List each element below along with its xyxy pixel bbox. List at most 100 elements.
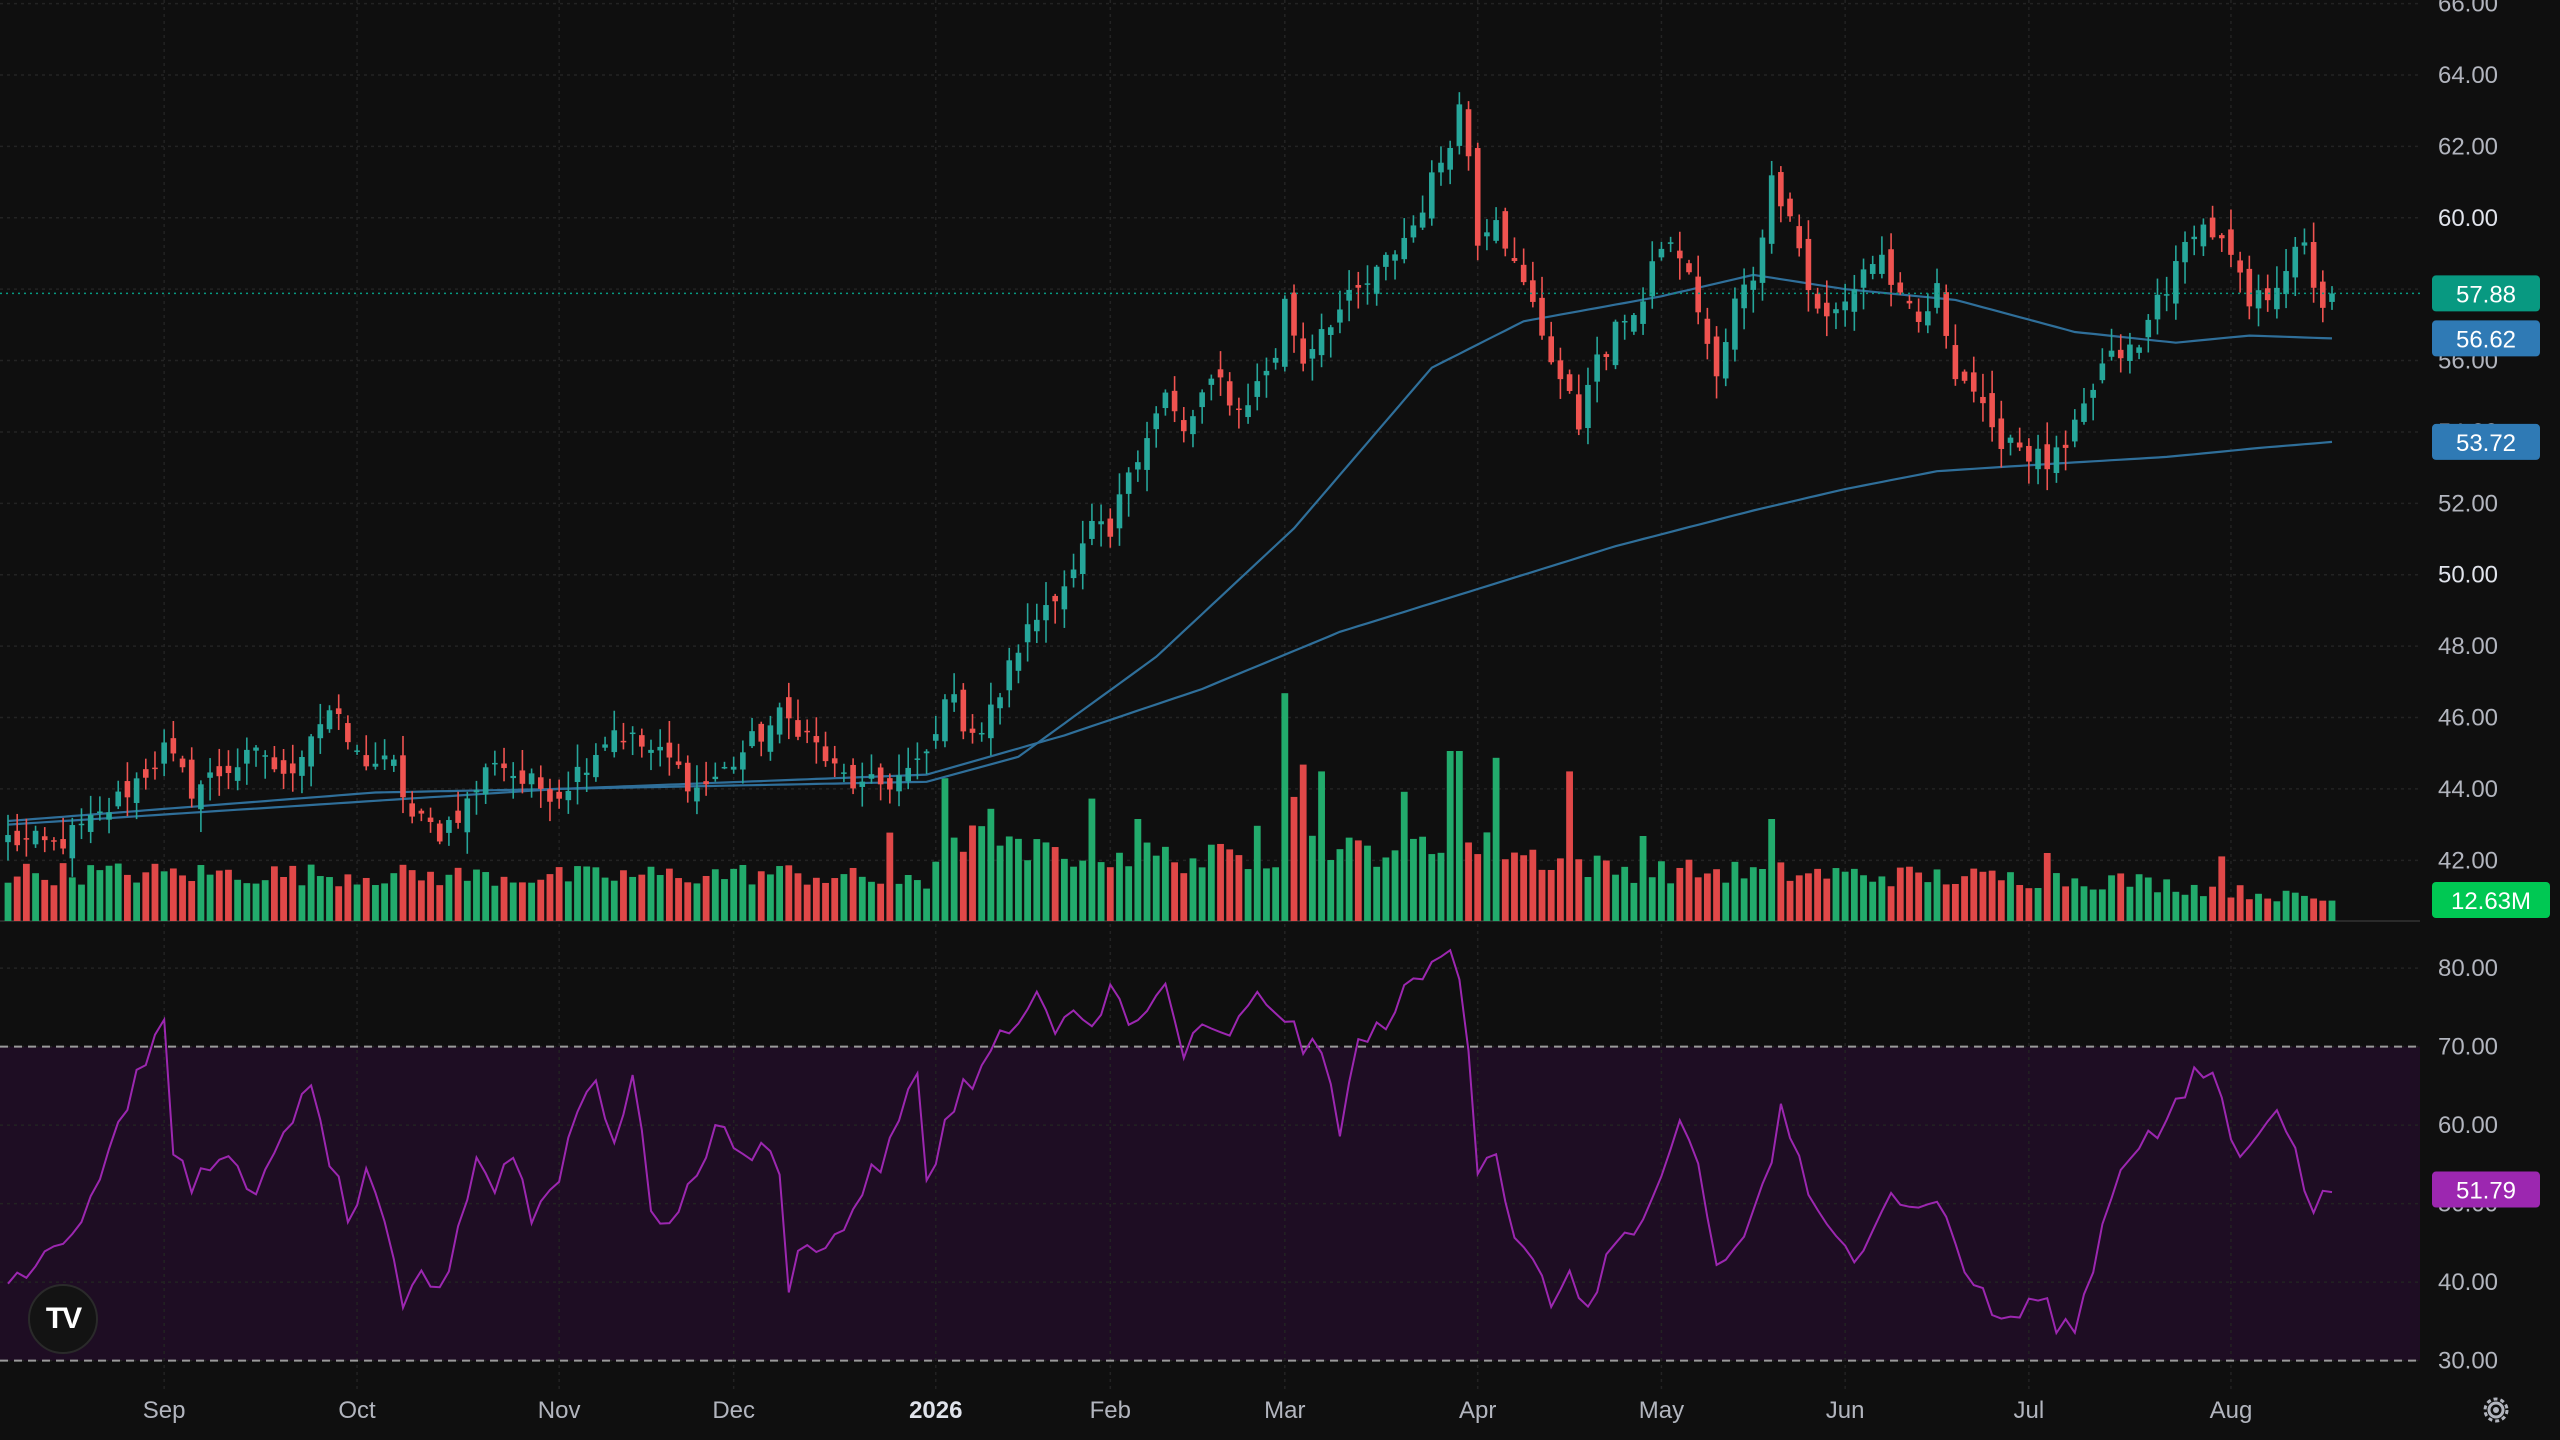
candle-body (914, 758, 921, 760)
volume-bar (1906, 866, 1913, 921)
candle (547, 778, 553, 822)
candle (1603, 351, 1610, 371)
candle (2016, 427, 2023, 452)
candle-body (1575, 394, 1582, 430)
volume-bar (1740, 878, 1748, 921)
time-tick-label: Mar (1264, 1397, 1305, 1424)
candle-body (1548, 336, 1555, 363)
candle-body (1217, 369, 1224, 378)
volume-bar (1997, 880, 2005, 921)
candle-body (2154, 294, 2161, 320)
candle (859, 762, 866, 807)
candle (1695, 255, 1701, 325)
candle (1952, 324, 1959, 386)
volume-bar (537, 879, 545, 921)
candle-body (363, 755, 370, 767)
tradingview-logo-icon[interactable]: TV (28, 1284, 98, 1354)
volume-bar (1097, 862, 1105, 921)
candle-body (2200, 224, 2207, 247)
volume-bar (1612, 874, 1619, 921)
volume-bar (1391, 850, 1399, 921)
close-price-tag: 57.88 (2432, 275, 2540, 312)
candle-body (427, 817, 434, 822)
candle (611, 710, 618, 758)
volume-bar (1988, 870, 1996, 921)
candle-body (1153, 413, 1160, 430)
candle (170, 720, 177, 762)
candle-body (170, 738, 177, 754)
volume-bars (4, 693, 2336, 921)
candle (2218, 233, 2225, 252)
candle (2255, 274, 2262, 327)
volume-bar (1364, 845, 1371, 921)
candle (703, 761, 709, 796)
price-tick-label: 42.00 (2438, 847, 2498, 874)
volume-bar (59, 863, 67, 921)
volume-bar (96, 870, 104, 921)
candle-body (1318, 329, 1325, 356)
volume-bar (41, 879, 49, 921)
volume-bar (1235, 855, 1243, 921)
candle-body (951, 694, 957, 703)
candle (188, 747, 195, 808)
candle (23, 818, 30, 857)
candle-body (1603, 354, 1610, 358)
candle-body (639, 735, 645, 747)
candle-body (97, 811, 103, 813)
time-tick-label: May (1639, 1397, 1684, 1424)
candle-body (2218, 235, 2225, 239)
volume-bar (1768, 819, 1776, 921)
volume-bar (1942, 884, 1950, 921)
candle-body (2099, 363, 2106, 381)
candle-body (280, 760, 287, 774)
candle (602, 736, 608, 751)
volume-bar (1584, 877, 1592, 921)
candle (2310, 222, 2317, 303)
volume-bar (408, 870, 416, 921)
volume-bar (2126, 886, 2134, 921)
volume-bar (243, 883, 251, 921)
volume-tag-text: 12.63M (2451, 888, 2531, 915)
candle (2127, 332, 2133, 374)
volume-bar (1354, 840, 1362, 921)
candle (1557, 347, 1564, 399)
candle (1842, 283, 1848, 327)
candle-body (1594, 354, 1600, 382)
volume-bar (473, 869, 480, 921)
settings-gear-icon[interactable] (2478, 1392, 2514, 1428)
time-tick-label: Apr (1459, 1397, 1496, 1424)
candle-body (2310, 242, 2317, 288)
volume-bar (546, 874, 554, 921)
price-tick-label: 60.00 (2438, 205, 2498, 232)
candle (1061, 570, 1068, 628)
candle-body (850, 764, 856, 789)
volume-bar (1299, 764, 1307, 921)
candle (785, 682, 792, 740)
candle-body (1713, 336, 1720, 377)
volume-bar (2025, 888, 2033, 921)
candle-body (501, 763, 507, 769)
candle (464, 791, 471, 854)
volume-bar (454, 867, 462, 921)
rsi-tick-label: 80.00 (2438, 955, 2498, 982)
candle-body (2081, 403, 2087, 422)
candle-body (583, 772, 590, 775)
price-tick-label: 64.00 (2438, 62, 2498, 89)
candle-body (1888, 249, 1894, 285)
candle-body (391, 759, 397, 766)
candle-body (556, 791, 562, 799)
candle (69, 817, 76, 877)
candle-body (1759, 237, 1766, 283)
time-axis[interactable]: Sep Oct Nov Dec 2026 Feb Mar Apr May Jun Jul Aug (143, 1397, 2253, 1424)
candle (262, 750, 269, 779)
candle (1667, 236, 1674, 253)
candle (684, 755, 691, 803)
volume-bar (629, 876, 637, 921)
candle (2145, 314, 2152, 353)
candle-body (2007, 437, 2014, 443)
candle (2246, 255, 2253, 320)
volume-bar (270, 866, 278, 921)
candle-body (1373, 266, 1380, 294)
